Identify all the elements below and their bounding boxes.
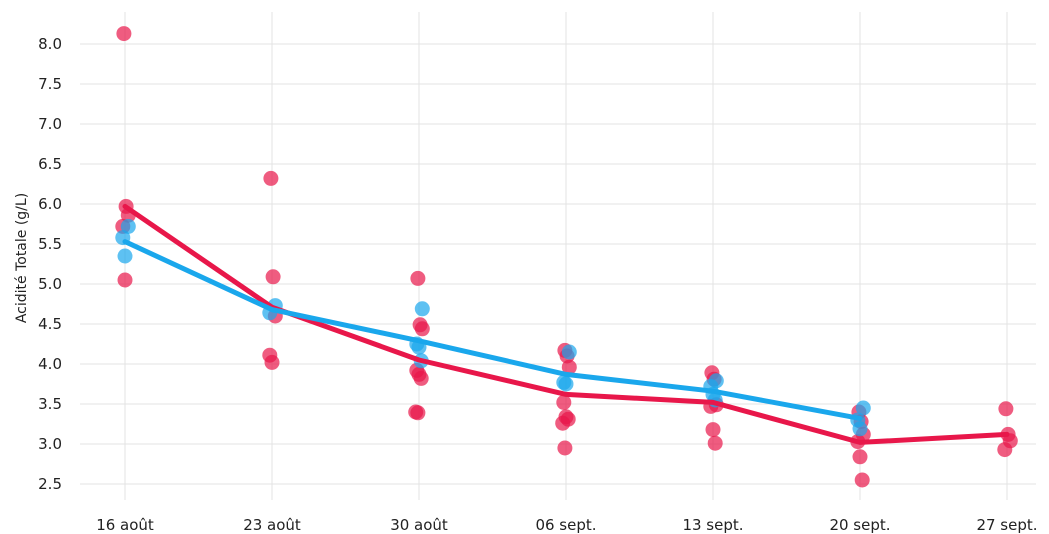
data-point xyxy=(852,421,868,437)
data-point xyxy=(997,442,1013,458)
data-point xyxy=(120,218,136,234)
x-tick-label: 16 août xyxy=(96,516,154,534)
y-tick-label: 5.0 xyxy=(38,275,62,293)
mean-lines xyxy=(122,203,1010,445)
y-tick-label: 8.0 xyxy=(38,35,62,53)
y-tick-label: 4.5 xyxy=(38,315,62,333)
x-tick-label: 23 août xyxy=(243,516,301,534)
data-point xyxy=(414,301,430,317)
series-mean-line xyxy=(122,239,863,421)
y-tick-label: 7.5 xyxy=(38,75,62,93)
data-point xyxy=(855,400,871,416)
x-tick-label: 20 sept. xyxy=(829,516,890,534)
x-tick-label: 27 sept. xyxy=(976,516,1037,534)
data-point xyxy=(555,415,571,431)
data-point xyxy=(854,472,870,488)
y-tick-label: 6.0 xyxy=(38,195,62,213)
data-points xyxy=(115,26,1018,488)
data-point xyxy=(117,272,133,288)
data-point xyxy=(557,440,573,456)
data-point xyxy=(558,376,574,392)
y-tick-label: 4.0 xyxy=(38,355,62,373)
y-tick-label: 5.5 xyxy=(38,235,62,253)
x-tick-label: 30 août xyxy=(390,516,448,534)
data-point xyxy=(117,248,133,264)
y-tick-label: 3.5 xyxy=(38,395,62,413)
y-tick-label: 7.0 xyxy=(38,115,62,133)
data-point xyxy=(998,401,1014,417)
x-axis-ticks: 16 août 23 août 30 août 06 sept. 13 sept. 20 … xyxy=(96,516,1037,534)
data-point xyxy=(263,170,279,186)
data-point xyxy=(852,449,868,465)
data-point xyxy=(556,394,572,410)
data-point xyxy=(414,321,430,337)
data-point xyxy=(561,359,577,375)
data-point xyxy=(413,370,429,386)
data-point xyxy=(410,405,426,421)
data-point xyxy=(705,422,721,438)
data-point xyxy=(561,344,577,360)
y-axis-label: Acidité Totale (g/L) xyxy=(14,193,30,323)
data-point xyxy=(265,269,281,285)
y-axis-ticks: 2.5 3.0 3.5 4.0 4.5 5.0 5.5 6.0 6.5 7.0 7.5 8.0 xyxy=(38,35,62,493)
data-point xyxy=(707,435,723,451)
x-tick-label: 06 sept. xyxy=(535,516,596,534)
y-tick-label: 2.5 xyxy=(38,475,62,493)
data-point xyxy=(410,270,426,286)
y-tick-label: 3.0 xyxy=(38,435,62,453)
y-tick-label: 6.5 xyxy=(38,155,62,173)
x-tick-label: 13 sept. xyxy=(682,516,743,534)
data-point xyxy=(116,26,132,42)
data-point xyxy=(264,354,280,370)
